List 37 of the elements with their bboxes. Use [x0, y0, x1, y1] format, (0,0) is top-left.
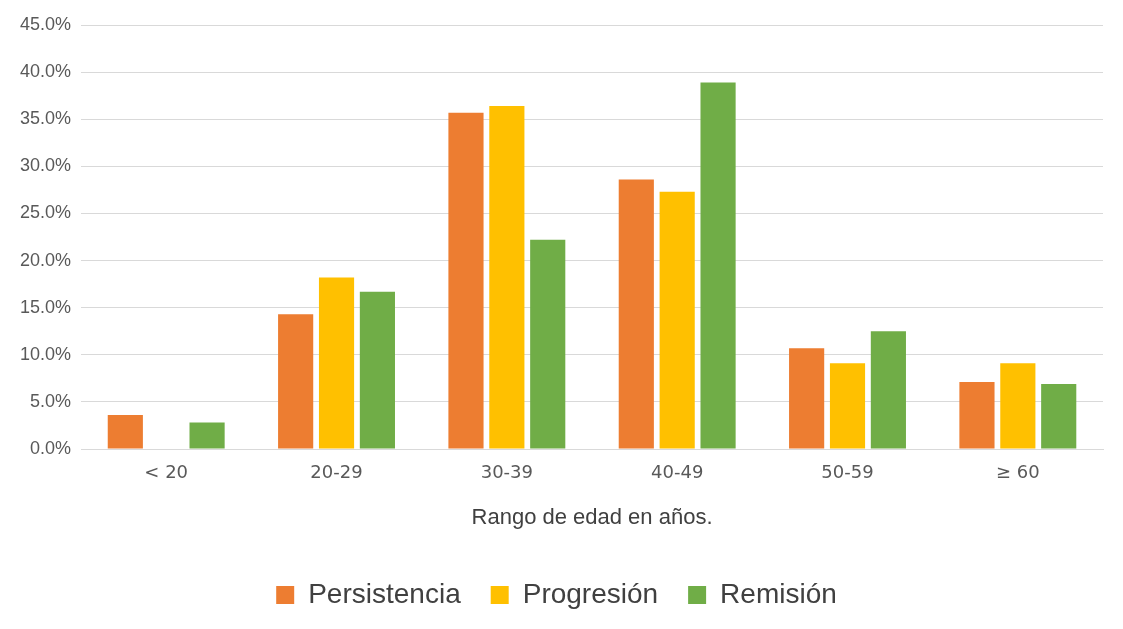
- x-tick-label: 20-29: [310, 461, 363, 483]
- bar: [618, 179, 654, 449]
- bar: [489, 106, 525, 449]
- bar: [530, 239, 566, 449]
- x-tick-label: < 20: [144, 461, 189, 483]
- bar: [448, 112, 484, 449]
- bar: [789, 348, 825, 449]
- y-tick-label: 45.0%: [19, 13, 72, 34]
- x-axis-title: Rango de edad en años.: [471, 503, 713, 529]
- bar: [278, 314, 314, 449]
- y-tick-label: 5.0%: [30, 390, 72, 411]
- y-tick-label: 30.0%: [19, 155, 72, 176]
- x-tick-label: ≥ 60: [995, 461, 1040, 483]
- bar: [959, 382, 995, 449]
- bar: [1041, 383, 1077, 449]
- bar: [318, 277, 355, 449]
- bar: [359, 291, 395, 449]
- legend-label: Persistencia: [308, 577, 462, 609]
- y-tick-label: 35.0%: [19, 108, 72, 129]
- bar: [700, 82, 736, 449]
- x-tick-label: 30-39: [480, 461, 534, 483]
- y-tick-label: 15.0%: [19, 296, 72, 317]
- bar: [870, 331, 906, 449]
- x-tick-label: 40-49: [651, 461, 704, 483]
- bar: [659, 191, 695, 449]
- x-tick-label: 50-59: [821, 461, 874, 483]
- legend-label: Remisión: [720, 577, 837, 609]
- legend-label: Progresión: [522, 577, 659, 609]
- y-tick-label: 40.0%: [19, 61, 72, 82]
- y-tick-label: 20.0%: [19, 249, 72, 270]
- bar: [1000, 363, 1036, 449]
- y-tick-label: 0.0%: [30, 437, 72, 458]
- y-tick-label: 25.0%: [19, 202, 72, 223]
- bar: [829, 363, 866, 449]
- bar: [189, 422, 225, 449]
- y-tick-label: 10.0%: [19, 343, 72, 364]
- bar: [107, 415, 143, 449]
